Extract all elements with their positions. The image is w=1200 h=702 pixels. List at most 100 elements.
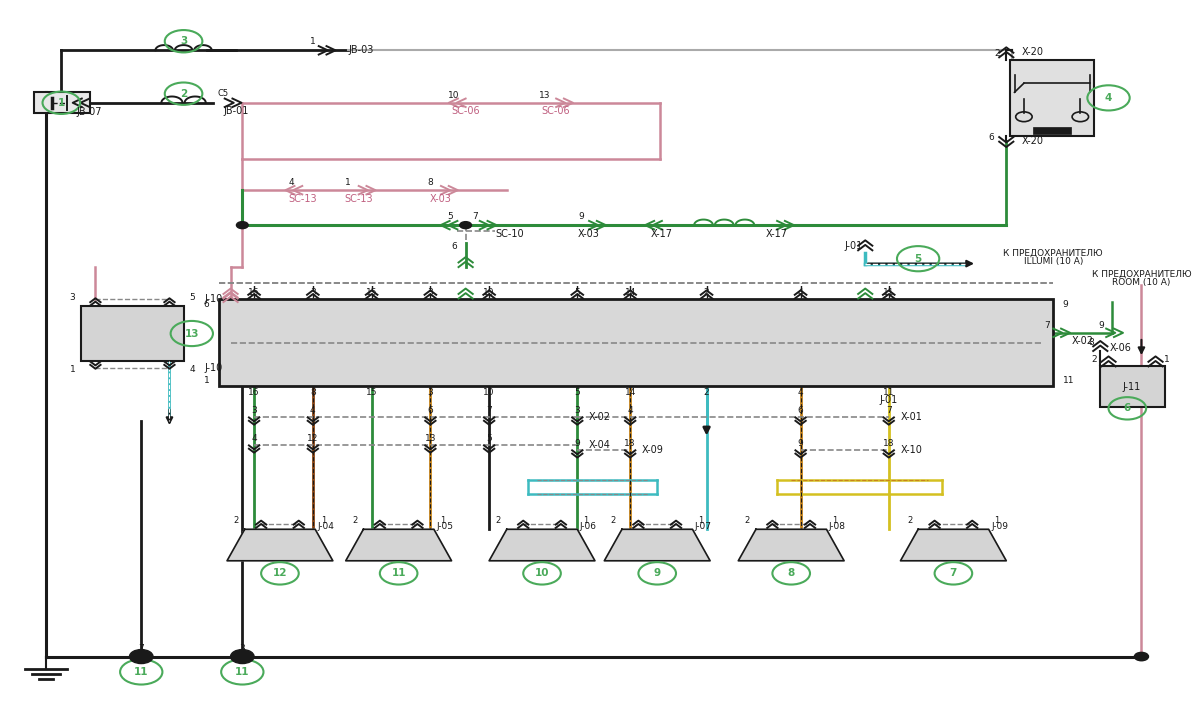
- Text: 1: 1: [322, 517, 326, 525]
- Text: 9: 9: [1098, 322, 1104, 331]
- Text: 7: 7: [949, 569, 958, 578]
- Text: 5: 5: [575, 289, 580, 298]
- Text: C5: C5: [217, 89, 229, 98]
- Polygon shape: [227, 529, 332, 561]
- Text: 7: 7: [886, 406, 892, 415]
- Text: X-03: X-03: [578, 230, 600, 239]
- Text: 2: 2: [703, 289, 709, 298]
- Text: X-02: X-02: [589, 413, 611, 423]
- Text: 2: 2: [353, 517, 358, 525]
- Text: 10: 10: [535, 569, 550, 578]
- Text: X-02: X-02: [1072, 336, 1093, 346]
- Text: J-04: J-04: [318, 522, 335, 531]
- Text: 4: 4: [798, 289, 804, 298]
- Polygon shape: [738, 529, 844, 561]
- Text: 1: 1: [995, 517, 1000, 525]
- Text: SC-06: SC-06: [542, 106, 570, 116]
- Text: 9: 9: [578, 212, 583, 221]
- Text: 6: 6: [204, 300, 210, 309]
- Text: 3: 3: [575, 406, 580, 415]
- Text: 2: 2: [496, 517, 500, 525]
- Text: 1: 1: [833, 517, 838, 525]
- Text: ILLUMI (10 А): ILLUMI (10 А): [1024, 257, 1082, 266]
- Text: X-06: X-06: [1110, 343, 1132, 352]
- Text: 5: 5: [486, 434, 492, 443]
- Text: 11: 11: [1063, 376, 1074, 385]
- Text: 1: 1: [439, 517, 445, 525]
- Text: X-20: X-20: [1021, 136, 1044, 146]
- Text: 3: 3: [240, 644, 245, 653]
- Text: J-01: J-01: [880, 395, 898, 405]
- Text: J-01: J-01: [845, 241, 863, 251]
- Text: 3: 3: [251, 406, 257, 415]
- Text: 4: 4: [1105, 93, 1112, 103]
- Text: 7: 7: [138, 644, 144, 653]
- Text: X-03: X-03: [430, 194, 452, 204]
- Text: 6: 6: [427, 406, 433, 415]
- Text: X-01: X-01: [900, 413, 923, 423]
- Text: К ПРЕДОХРАНИТЕЛЮ: К ПРЕДОХРАНИТЕЛЮ: [1092, 270, 1192, 279]
- Text: X-04: X-04: [589, 440, 611, 451]
- Text: 11: 11: [391, 569, 406, 578]
- Text: J-11: J-11: [1123, 382, 1141, 392]
- Text: 5: 5: [448, 212, 454, 221]
- Text: 1: 1: [204, 376, 210, 385]
- Text: X-10: X-10: [900, 445, 923, 456]
- Text: 2: 2: [234, 517, 239, 525]
- Text: 2: 2: [907, 517, 912, 525]
- Text: 3: 3: [427, 388, 433, 397]
- Text: 5: 5: [914, 253, 922, 264]
- Text: 5: 5: [575, 388, 580, 397]
- Text: 14: 14: [624, 289, 636, 298]
- Bar: [82, 305, 184, 362]
- Bar: [218, 298, 1054, 386]
- Bar: [1010, 60, 1094, 135]
- Text: 11: 11: [134, 667, 149, 677]
- Text: 3: 3: [427, 289, 433, 298]
- Bar: [35, 92, 90, 113]
- Text: J-08: J-08: [829, 522, 846, 531]
- Text: 3: 3: [70, 293, 76, 302]
- Text: SC-10: SC-10: [496, 230, 523, 239]
- Text: 13: 13: [539, 91, 550, 100]
- Text: 12: 12: [307, 434, 318, 443]
- Circle shape: [1134, 652, 1148, 661]
- Text: 4: 4: [310, 406, 316, 415]
- Text: 11: 11: [235, 667, 250, 677]
- Text: X-17: X-17: [766, 230, 788, 239]
- Polygon shape: [605, 529, 710, 561]
- Circle shape: [236, 222, 248, 229]
- Text: 16: 16: [248, 289, 260, 298]
- Text: 4: 4: [251, 434, 257, 443]
- Text: 10: 10: [484, 388, 494, 397]
- Text: 18: 18: [883, 439, 894, 448]
- Text: 4: 4: [190, 365, 196, 374]
- Text: 3: 3: [310, 289, 316, 298]
- Text: J-06: J-06: [580, 522, 596, 531]
- Text: ROOM (10 А): ROOM (10 А): [1112, 278, 1171, 287]
- Text: 1: 1: [698, 517, 703, 525]
- Text: 16: 16: [248, 388, 260, 397]
- Text: SC-13: SC-13: [288, 194, 317, 204]
- Text: 2: 2: [1092, 355, 1097, 364]
- Text: 3: 3: [180, 37, 187, 46]
- Text: J-07: J-07: [695, 522, 712, 531]
- Text: 6: 6: [798, 406, 804, 415]
- Text: 7: 7: [1044, 322, 1050, 331]
- Text: 5: 5: [190, 293, 196, 302]
- Text: 4: 4: [798, 388, 804, 397]
- Text: 10: 10: [484, 289, 494, 298]
- Text: 4: 4: [628, 406, 632, 415]
- Text: J-05: J-05: [437, 522, 454, 531]
- Text: К ПРЕДОХРАНИТЕЛЮ: К ПРЕДОХРАНИТЕЛЮ: [1003, 249, 1103, 258]
- Text: 15: 15: [366, 289, 377, 298]
- Text: SC-13: SC-13: [344, 194, 373, 204]
- Text: JB-01: JB-01: [223, 106, 250, 116]
- Text: JB-03: JB-03: [348, 46, 373, 55]
- Text: 13: 13: [185, 329, 199, 338]
- Text: 8: 8: [1088, 338, 1094, 347]
- Text: 11: 11: [883, 289, 894, 298]
- Text: 12: 12: [272, 569, 287, 578]
- Text: 18: 18: [624, 439, 636, 448]
- Text: 13: 13: [425, 434, 436, 443]
